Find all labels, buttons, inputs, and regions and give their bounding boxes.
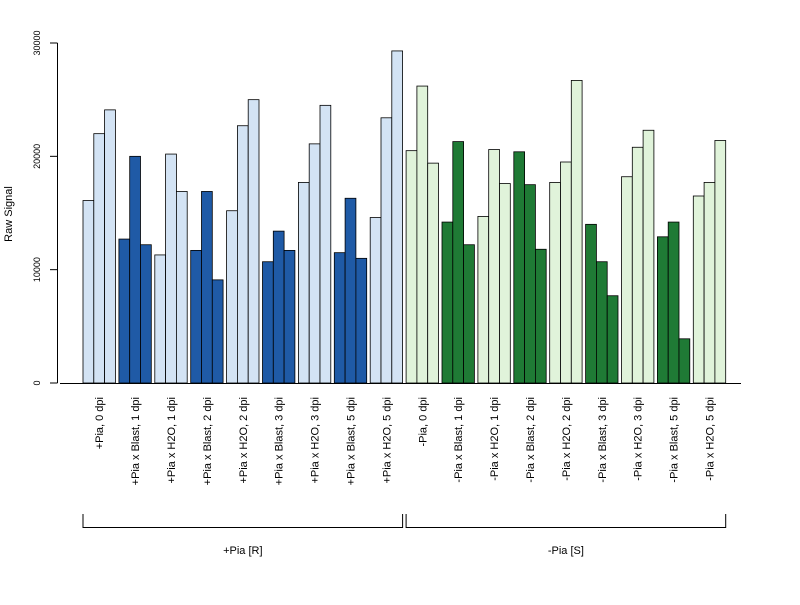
bar bbox=[104, 109, 116, 384]
category-label: -Pia x Blast, 1 dpi bbox=[453, 397, 465, 483]
group-bracket bbox=[82, 514, 404, 528]
bar bbox=[344, 197, 357, 384]
category-label: -Pia, 0 dpi bbox=[417, 397, 429, 447]
category-label: +Pia x Blast, 5 dpi bbox=[346, 397, 358, 485]
y-tick-label: 10000 bbox=[32, 257, 42, 282]
bar bbox=[236, 125, 249, 384]
bar bbox=[154, 254, 167, 384]
category-label: -Pia x H2O, 2 dpi bbox=[561, 397, 573, 481]
y-axis: 0 10000 20000 30000 bbox=[32, 30, 58, 386]
bar bbox=[93, 133, 106, 384]
bar bbox=[488, 149, 500, 384]
bar bbox=[535, 248, 547, 384]
bar bbox=[175, 191, 188, 384]
y-tick-label: 30000 bbox=[32, 30, 42, 55]
y-tick-label: 20000 bbox=[32, 144, 42, 169]
category-label: -Pia x H2O, 3 dpi bbox=[633, 397, 645, 481]
bar bbox=[714, 140, 727, 384]
bar bbox=[513, 151, 525, 384]
bar bbox=[692, 195, 705, 384]
bar bbox=[585, 223, 597, 384]
category-label: +Pia x Blast, 2 dpi bbox=[202, 397, 214, 485]
bar bbox=[333, 252, 346, 384]
bar bbox=[140, 244, 152, 384]
category-label: -Pia x H2O, 5 dpi bbox=[705, 397, 717, 481]
y-tick-label: 0 bbox=[32, 380, 42, 385]
bar bbox=[441, 221, 454, 384]
group-bracket bbox=[405, 514, 727, 528]
bar bbox=[82, 200, 95, 384]
bar bbox=[297, 181, 310, 384]
bar bbox=[190, 249, 202, 384]
category-label: +Pia x Blast, 3 dpi bbox=[274, 397, 286, 485]
category-label: -Pia x Blast, 3 dpi bbox=[597, 397, 609, 483]
category-label: -Pia x H2O, 1 dpi bbox=[489, 397, 501, 481]
category-label: +Pia x H2O, 5 dpi bbox=[381, 397, 393, 484]
bar bbox=[667, 221, 680, 384]
category-label: +Pia x H2O, 1 dpi bbox=[166, 397, 178, 484]
category-label: +Pia x Blast, 1 dpi bbox=[130, 397, 142, 485]
group-label: -Pia [S] bbox=[548, 545, 584, 557]
bar bbox=[452, 141, 464, 384]
bar bbox=[678, 338, 691, 384]
bar bbox=[560, 161, 572, 384]
bar bbox=[463, 244, 475, 384]
group-brackets: +Pia [R] -Pia [S] bbox=[82, 514, 727, 557]
bar bbox=[703, 181, 716, 384]
bar bbox=[201, 191, 213, 384]
bar bbox=[308, 143, 321, 384]
bars bbox=[82, 50, 727, 384]
bar bbox=[129, 155, 141, 384]
bar bbox=[369, 217, 382, 384]
bar bbox=[391, 50, 403, 384]
bar bbox=[272, 230, 285, 384]
bar bbox=[380, 117, 393, 384]
bar bbox=[416, 85, 429, 384]
bar bbox=[621, 176, 633, 384]
bar bbox=[549, 181, 561, 384]
category-label: -Pia x Blast, 2 dpi bbox=[525, 397, 537, 483]
bar bbox=[657, 236, 669, 384]
group-label: +Pia [R] bbox=[223, 545, 262, 557]
bar bbox=[405, 150, 418, 384]
bar bbox=[570, 80, 583, 384]
bar bbox=[355, 257, 368, 384]
category-labels: +Pia, 0 dpi +Pia x Blast, 1 dpi +Pia x H2O… bbox=[94, 397, 716, 485]
category-label: +Pia x H2O, 2 dpi bbox=[238, 397, 250, 484]
bar bbox=[606, 295, 619, 384]
category-label: +Pia x H2O, 3 dpi bbox=[310, 397, 322, 484]
bar bbox=[524, 184, 536, 384]
category-label: +Pia, 0 dpi bbox=[94, 397, 106, 449]
bar bbox=[247, 99, 260, 384]
bar bbox=[477, 215, 490, 384]
bar bbox=[283, 249, 296, 384]
bar bbox=[427, 162, 439, 384]
y-axis-title: Raw Signal bbox=[3, 186, 15, 242]
bar bbox=[499, 183, 511, 384]
bar bbox=[165, 153, 177, 384]
category-label: -Pia x Blast, 5 dpi bbox=[669, 397, 681, 483]
bar bbox=[118, 238, 131, 384]
bar bbox=[262, 261, 274, 384]
bar bbox=[642, 129, 655, 384]
bar bbox=[596, 261, 608, 384]
bar bbox=[631, 146, 644, 384]
bar bbox=[226, 210, 238, 384]
bar bbox=[319, 104, 332, 384]
bar bbox=[211, 279, 224, 384]
